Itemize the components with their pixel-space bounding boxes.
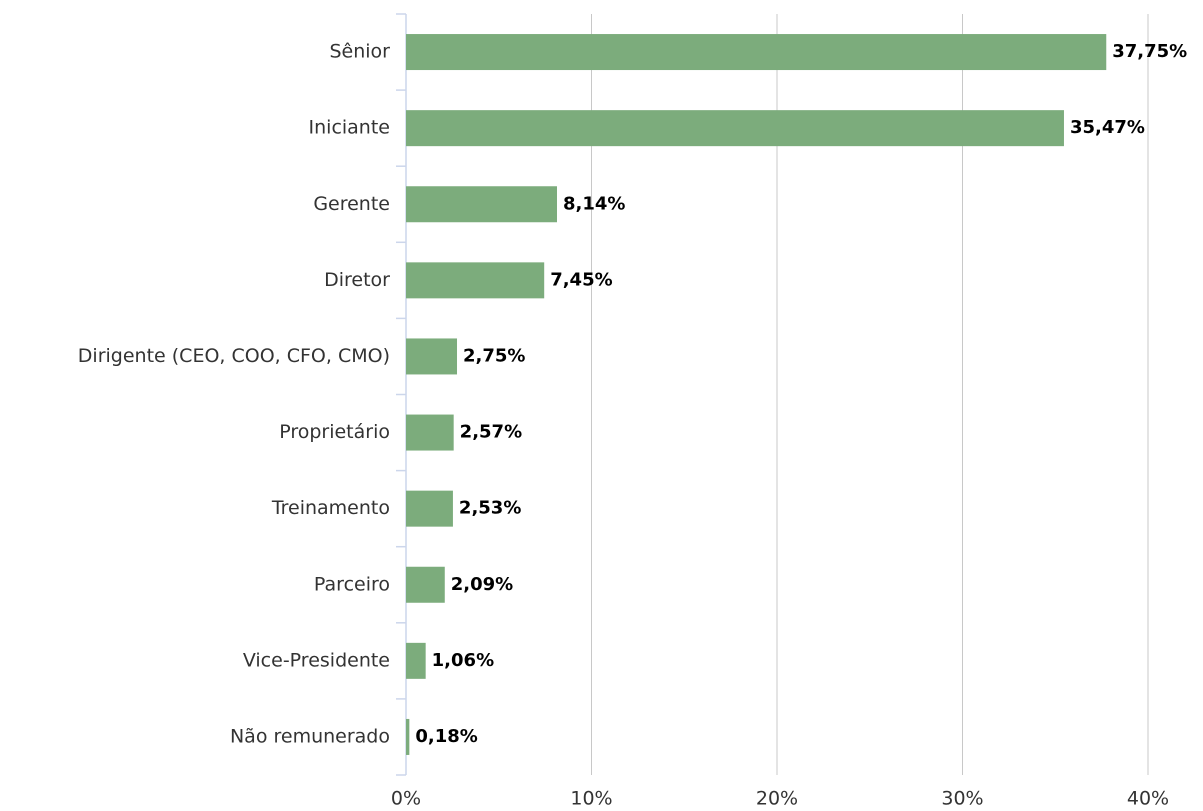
bar [406,490,453,527]
bar [406,110,1064,147]
y-tick-label: Proprietário [279,421,390,443]
x-tick-label: 20% [756,788,798,810]
y-tick-label: Não remunerado [230,725,390,747]
bar [406,414,454,451]
y-tick-label: Iniciante [309,117,390,139]
bar [406,338,458,375]
y-tick-label: Parceiro [314,573,390,595]
y-tick-label: Gerente [313,193,390,215]
data-label: 2,57% [460,422,522,443]
data-label: 2,53% [459,498,521,519]
data-label: 0,18% [415,726,477,747]
bar [406,642,426,679]
data-label: 37,75% [1112,41,1187,62]
bar [406,566,445,603]
data-label: 2,75% [463,345,525,366]
bar [406,718,410,755]
y-tick-label: Treinamento [271,497,390,519]
data-label: 35,47% [1070,117,1145,138]
x-tick-label: 0% [391,788,421,810]
x-tick-label: 10% [570,788,612,810]
data-label: 2,09% [451,574,513,595]
y-tick-label: Sênior [329,41,390,63]
bar [406,186,557,223]
y-tick-label: Diretor [324,269,390,291]
bar [406,34,1107,71]
bar [406,262,545,299]
data-label: 1,06% [432,650,494,671]
data-label: 7,45% [550,269,612,290]
y-tick-label: Dirigente (CEO, COO, CFO, CMO) [78,345,390,367]
data-label: 8,14% [563,193,625,214]
y-tick-label: Vice-Presidente [243,649,390,671]
x-tick-label: 40% [1127,788,1169,810]
x-tick-label: 30% [941,788,983,810]
